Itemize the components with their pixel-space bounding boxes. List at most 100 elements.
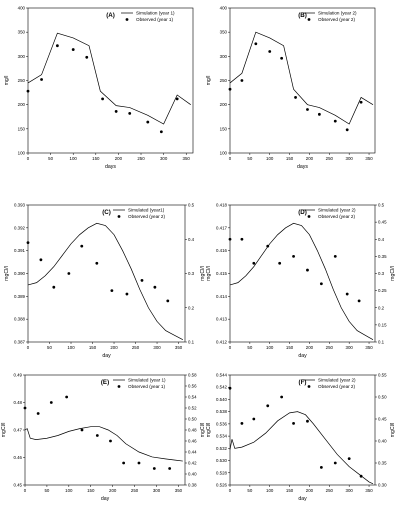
- y-right-tick-label: 0.58: [188, 373, 197, 378]
- y-axis-label: mg/l: [4, 76, 10, 86]
- legend-entry: Observed (year 2): [318, 17, 355, 22]
- observed-data-point: [146, 120, 150, 124]
- plot-frame: [24, 374, 186, 486]
- panel-4: 0 50 100 150 200 250 300 350 0.412 0.413 0.414 0.41…: [206, 203, 396, 360]
- observed-data-point: [306, 268, 309, 272]
- panel-2: 0 50 100 150 200 250 300 350 100 150 200 250 300 350 4…: [206, 6, 376, 170]
- y-right-tick-label: 0.50: [188, 417, 197, 422]
- x-axis-label: day: [101, 496, 110, 502]
- x-tick-label: 0: [27, 345, 30, 350]
- observed-data-point: [280, 395, 284, 399]
- y-tick-label: 0.47: [13, 428, 22, 433]
- x-tick-label: 100: [70, 156, 78, 161]
- y-right-axis-label: mgCl/l: [200, 266, 206, 281]
- x-tick-label: 0: [229, 156, 232, 161]
- simulated-series-line: [27, 32, 191, 125]
- observed-data-point: [36, 412, 40, 415]
- observed-data-point: [228, 87, 232, 91]
- observed-data-point: [254, 42, 258, 46]
- y-right-tick-label: 0.54: [188, 395, 197, 400]
- observed-data-point: [49, 401, 53, 404]
- x-tick-label: 150: [286, 488, 294, 493]
- observed-data-point: [347, 457, 351, 460]
- y-right-tick-label: 0.40: [188, 472, 197, 477]
- panel-title: (D): [298, 209, 307, 216]
- observed-data-point: [114, 110, 118, 113]
- observed-data-point: [319, 466, 323, 469]
- x-tick-label: 50: [247, 488, 252, 493]
- legend-entry: Observed (year 1): [128, 384, 165, 389]
- x-axis-label: days: [297, 164, 308, 170]
- observed-data-point: [319, 282, 323, 286]
- observed-data-point: [240, 422, 244, 425]
- y-right-tick-label: 0.50: [378, 395, 387, 400]
- y-tick-label: 0.389: [14, 294, 26, 299]
- y-right-tick-label: 0.35: [378, 461, 387, 466]
- y-tick-label: 0.536: [216, 421, 228, 426]
- simulated-series-line: [229, 411, 374, 485]
- y-axis-label: mg/l: [206, 76, 212, 86]
- observed-data-point: [109, 439, 112, 443]
- observed-data-point: [278, 261, 282, 265]
- x-tick-label: 300: [160, 156, 168, 161]
- y-right-tick-label: 0.52: [188, 406, 197, 411]
- y-tick-label: 0.46: [13, 455, 22, 460]
- y-tick-label: 0.418: [216, 203, 228, 208]
- observed-data-point: [39, 258, 43, 262]
- legend-point-swatch: [117, 385, 121, 388]
- observed-data-point: [345, 128, 349, 132]
- observed-data-point: [26, 89, 30, 93]
- observed-data-point: [65, 395, 69, 399]
- y-tick-label: 0.391: [14, 248, 26, 253]
- x-tick-label: 50: [44, 488, 49, 493]
- observed-data-point: [55, 44, 59, 48]
- observed-data-point: [359, 100, 363, 104]
- y-tick-label: 0.526: [216, 483, 228, 488]
- y-tick-label: 0.45: [13, 483, 22, 488]
- y-right-tick-label: 0.1: [378, 340, 385, 345]
- x-tick-label: 350: [175, 488, 183, 493]
- y-tick-label: 250: [18, 78, 26, 83]
- y-right-tick-label: 0.3: [188, 271, 195, 276]
- plot-frame: [27, 7, 194, 154]
- y-right-tick-label: 0.30: [378, 483, 387, 488]
- x-tick-label: 50: [48, 156, 53, 161]
- observed-data-point: [153, 285, 157, 289]
- observed-data-point: [359, 474, 363, 478]
- plot-frame: [229, 7, 376, 154]
- observed-data-point: [152, 467, 156, 470]
- y-tick-label: 0.412: [216, 340, 228, 345]
- y-tick-label: 350: [18, 30, 26, 35]
- x-axis-label: day: [298, 353, 307, 359]
- y-right-tick-label: 0.3: [378, 271, 385, 276]
- x-tick-label: 350: [365, 156, 373, 161]
- simulated-series-line: [229, 31, 374, 125]
- panel-3: 0 50 100 150 200 250 300 350 0.387 0.388 0.389 0.39…: [4, 203, 206, 360]
- x-axis-label: days: [105, 164, 116, 170]
- x-tick-label: 250: [326, 345, 334, 350]
- x-tick-label: 50: [247, 345, 252, 350]
- observed-data-point: [266, 404, 270, 408]
- observed-data-point: [252, 261, 256, 265]
- y-tick-label: 300: [18, 54, 26, 59]
- y-right-axis-label: mgCl/l: [200, 423, 206, 438]
- y-tick-label: 0.414: [216, 294, 228, 299]
- x-tick-label: 150: [87, 488, 95, 493]
- x-tick-label: 100: [266, 488, 274, 493]
- observed-data-point: [110, 289, 114, 293]
- x-tick-label: 250: [326, 488, 334, 493]
- observed-data-point: [128, 111, 132, 115]
- legend: Simulated (year 2)Observed (year 2): [303, 208, 356, 219]
- y-right-axis-label: mgCl/l: [390, 266, 396, 281]
- x-axis-label: day: [298, 496, 307, 502]
- observed-data-point: [333, 254, 337, 258]
- y-right-tick-label: 0.2: [188, 305, 195, 310]
- y-tick-label: 200: [220, 102, 228, 107]
- y-tick-label: 0.388: [14, 317, 26, 322]
- y-axis-label: mgCl/l: [206, 423, 212, 438]
- observed-data-point: [71, 48, 75, 51]
- simulated-series-line: [27, 222, 184, 341]
- plot-frame: [27, 204, 186, 343]
- observed-data-point: [95, 261, 99, 265]
- legend-point-swatch: [307, 385, 311, 388]
